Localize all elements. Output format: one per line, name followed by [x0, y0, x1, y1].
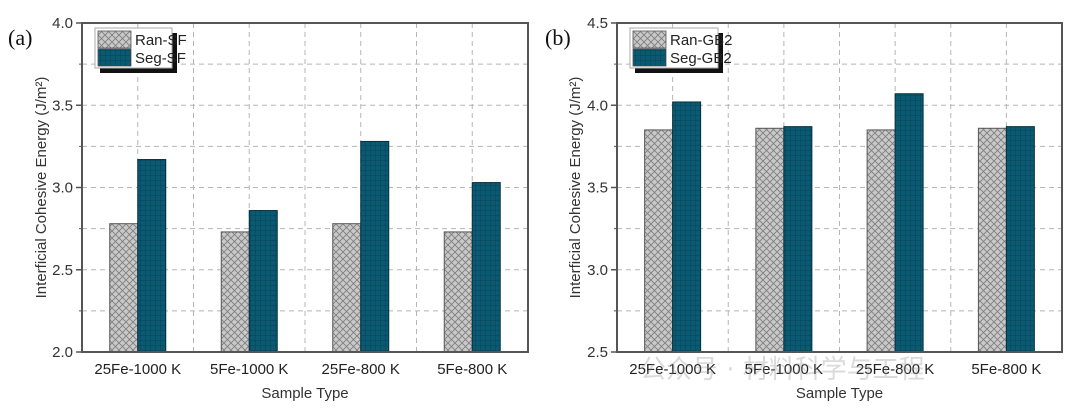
- x-tick-label: 5Fe-1000 K: [210, 361, 288, 378]
- bar-seg-sf-1: [248, 210, 278, 353]
- legend-label: Ran-SF: [135, 32, 187, 49]
- y-tick-label: 4.0: [587, 97, 608, 114]
- watermark: 公众号 · 材料科学与工程: [640, 355, 925, 385]
- y-tick-label: 2.5: [587, 344, 608, 361]
- bar-seg-gb2-1: [783, 126, 813, 353]
- y-axis-title: Interficial Cohesive Energy (J/m²): [33, 77, 50, 299]
- x-tick-label: 25Fe-1000 K: [629, 361, 716, 378]
- bar-seg-sf-3: [471, 182, 501, 353]
- y-tick-label: 4.0: [52, 15, 73, 32]
- bar-ran-sf-1: [220, 231, 250, 353]
- y-tick-label: 3.5: [587, 180, 608, 197]
- y-axis-title: Interficial Cohesive Energy (J/m²): [567, 77, 584, 299]
- y-tick-label: 3.0: [52, 180, 73, 197]
- panel-a: 2.0 2.5 3.0 3.5 4.0 25Fe-1000 K 5Fe-1000 K 25Fe…: [8, 15, 529, 402]
- y-tick-label: 2.5: [52, 262, 73, 279]
- bar-ran-gb2-3: [977, 127, 1007, 353]
- y-tick-label: 4.5: [587, 15, 608, 32]
- panel-label: (a): [8, 25, 32, 50]
- bar-ran-gb2-0: [644, 129, 674, 353]
- bar-seg-gb2-0: [672, 101, 702, 353]
- bar-seg-sf-0: [137, 159, 167, 353]
- legend-label: Seg-SF: [135, 50, 186, 67]
- panel-label: (b): [545, 25, 571, 50]
- y-tick-label: 2.0: [52, 344, 73, 361]
- bar-ran-sf-3: [443, 231, 473, 353]
- x-tick-label: 25Fe-800 K: [322, 361, 400, 378]
- panel-b: 2.5 3.0 3.5 4.0 4.5 25Fe-1000 K 5Fe-1000 K 25Fe…: [545, 15, 1063, 402]
- bar-seg-sf-2: [360, 140, 390, 353]
- x-tick-label: 5Fe-800 K: [971, 361, 1041, 378]
- y-tick-label: 3.5: [52, 97, 73, 114]
- legend-label: Seg-GB2: [670, 50, 732, 67]
- legend-swatch-seg-sf: [97, 48, 132, 67]
- bar-ran-gb2-1: [755, 127, 785, 353]
- x-tick-label: 25Fe-800 K: [856, 361, 934, 378]
- legend-label: Ran-GB2: [670, 32, 733, 49]
- x-tick-label: 25Fe-1000 K: [94, 361, 181, 378]
- y-tick-label: 3.0: [587, 262, 608, 279]
- legend-swatch-ran-sf: [97, 30, 132, 49]
- x-tick-label: 5Fe-1000 K: [745, 361, 823, 378]
- bar-seg-gb2-3: [1005, 126, 1035, 353]
- legend-swatch-seg-gb2: [632, 48, 667, 67]
- bar-seg-gb2-2: [894, 93, 924, 353]
- bar-ran-gb2-2: [866, 129, 896, 353]
- x-axis-title: Sample Type: [261, 385, 348, 402]
- legend-swatch-ran-gb2: [632, 30, 667, 49]
- x-tick-label: 5Fe-800 K: [437, 361, 507, 378]
- bar-ran-sf-0: [109, 223, 139, 353]
- x-axis-title: Sample Type: [796, 385, 883, 402]
- bar-ran-sf-2: [332, 223, 362, 353]
